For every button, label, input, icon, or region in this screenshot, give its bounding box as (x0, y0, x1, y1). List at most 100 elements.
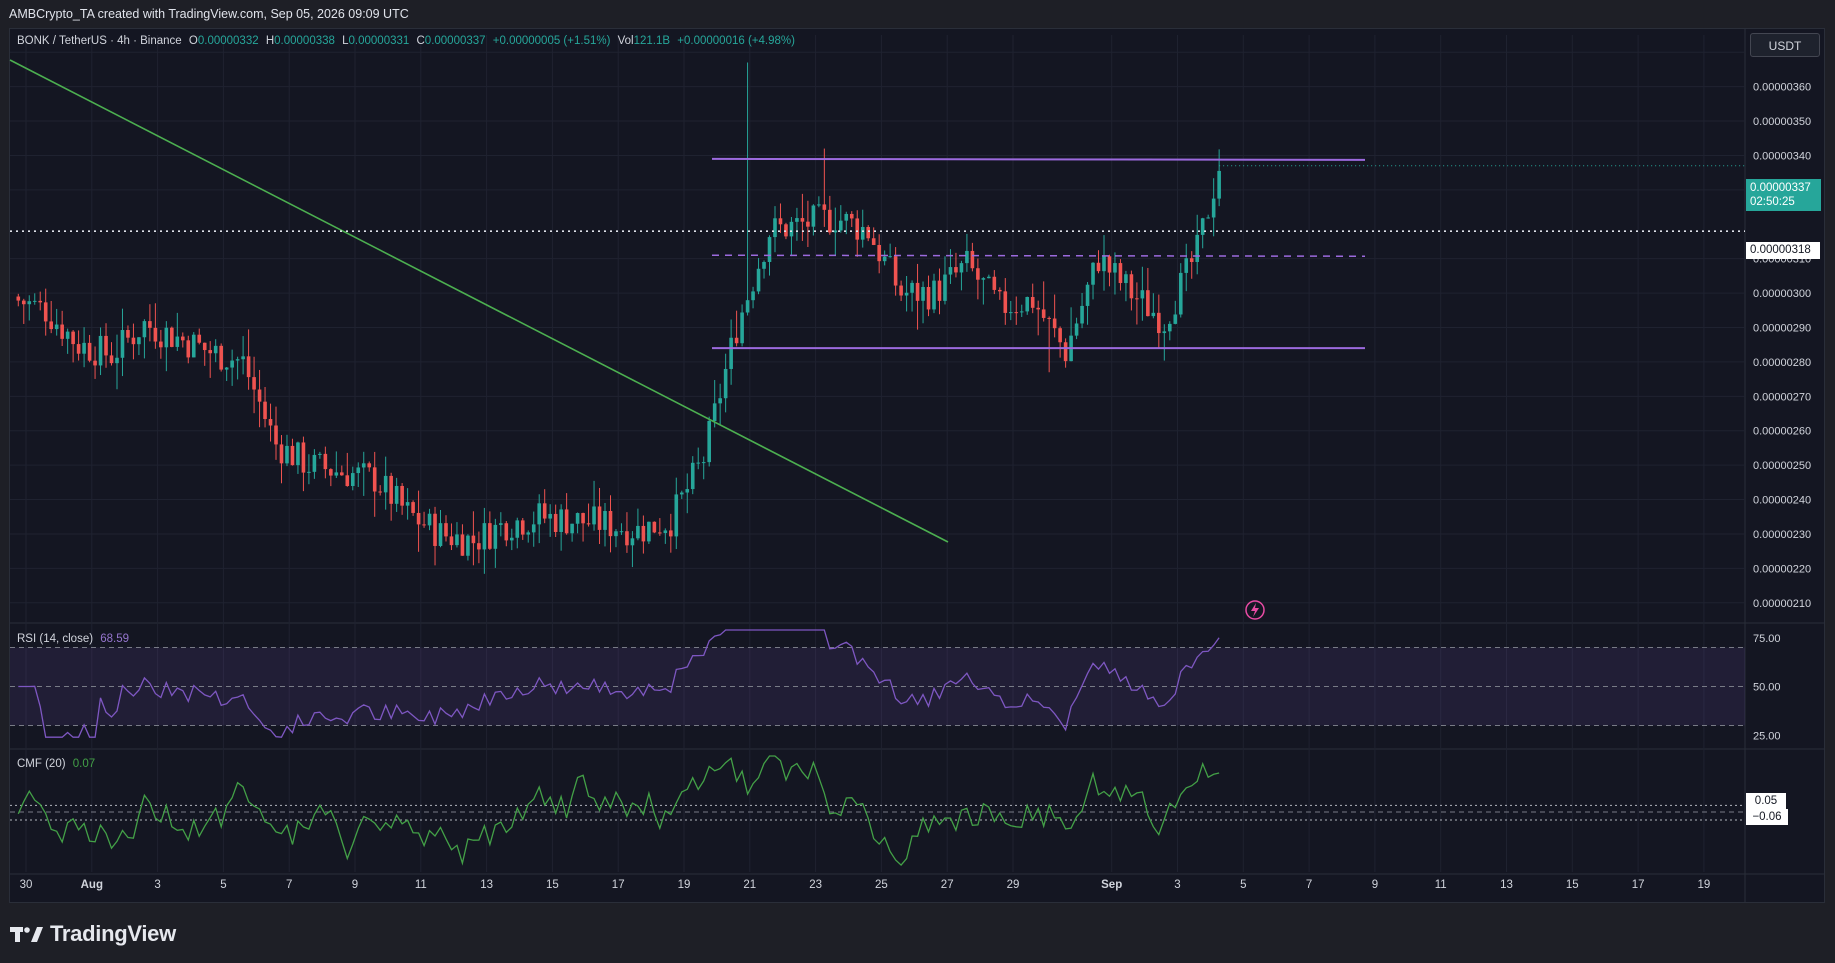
candle-body (828, 209, 832, 233)
candle-body (65, 331, 70, 339)
candle-body (674, 494, 679, 537)
candle-body (186, 340, 191, 358)
candle-body (235, 359, 240, 361)
candle-body (954, 267, 958, 273)
candle-body (1102, 256, 1106, 272)
close-value: 0.00000337 (424, 35, 486, 47)
candle-body (361, 463, 366, 468)
candle-body (1003, 291, 1008, 313)
candle-body (252, 377, 256, 390)
candle-body (520, 520, 525, 535)
candle-body (257, 389, 262, 402)
candle-body (378, 491, 382, 493)
candle-body (1146, 290, 1150, 317)
x-tick-label: 11 (415, 879, 427, 891)
candle-body (499, 523, 503, 525)
candle-body (1200, 218, 1205, 235)
candle-body (405, 502, 410, 506)
high-key: H (265, 35, 275, 47)
candle-body (466, 535, 470, 556)
candle-body (285, 445, 289, 464)
y-tick-label: 0.00000350 (1753, 116, 1811, 128)
change-value: +0.00000005 (+1.51%) (492, 35, 611, 47)
candle-body (860, 226, 865, 240)
open-key: O (188, 35, 198, 47)
volume-change: +0.00000016 (+4.98%) (677, 35, 795, 47)
candle-body (564, 509, 569, 534)
rsi-tick-label: 25.00 (1753, 730, 1781, 742)
candle-body (1135, 298, 1139, 300)
currency-button[interactable]: USDT (1750, 33, 1820, 57)
cmf-legend: CMF (20) 0.07 (17, 758, 95, 770)
x-tick-label: 30 (20, 879, 33, 891)
candle-body (531, 524, 536, 533)
candle-body (1058, 328, 1062, 343)
candle-body (422, 524, 426, 526)
candle-body (932, 280, 936, 310)
candle-body (740, 312, 744, 344)
candle-body (789, 221, 794, 237)
candle-body (1124, 274, 1128, 284)
candle-body (718, 398, 722, 404)
candle-body (767, 237, 772, 262)
candle-body (1157, 312, 1161, 334)
candle-body (926, 287, 931, 310)
candle-body (603, 511, 607, 530)
x-tick-label: 27 (941, 879, 954, 891)
candle-body (756, 268, 761, 292)
candle-body (701, 462, 706, 464)
candle-body (1140, 290, 1145, 299)
candle-body (636, 525, 640, 539)
candle-body (592, 506, 596, 525)
candle-body (773, 218, 777, 238)
candle-body (345, 475, 350, 487)
candle-body (784, 224, 788, 237)
candle-body (32, 300, 37, 302)
candle-body (509, 537, 514, 541)
candle-body (877, 244, 881, 262)
candle-body (208, 350, 213, 354)
candle-body (87, 342, 92, 361)
rsi-tick-label: 75.00 (1753, 633, 1781, 645)
candle-body (98, 335, 103, 366)
candle-body (164, 327, 169, 348)
candle-body (367, 463, 372, 468)
candle-body (712, 403, 717, 421)
candle-body (893, 256, 898, 286)
rsi-line (18, 629, 1220, 738)
candle-body (274, 425, 278, 445)
candle-body (1189, 258, 1194, 263)
tradingview-footer[interactable]: TradingView (10, 921, 176, 947)
candle-body (729, 337, 733, 369)
y-tick-label: 0.00000260 (1753, 426, 1811, 438)
candle-body (1025, 297, 1030, 312)
y-tick-label: 0.00000210 (1753, 598, 1811, 610)
candle-body (219, 345, 223, 370)
candle-body (1173, 314, 1178, 324)
candle-body (318, 453, 322, 455)
candle-body (1151, 312, 1156, 317)
candle-body (515, 520, 520, 538)
x-tick-label: 7 (1306, 879, 1312, 891)
candle-body (1074, 323, 1079, 336)
candle-body (372, 467, 377, 492)
candle-body (301, 442, 306, 473)
last-price-value: 0.00000337 (1750, 182, 1811, 194)
cmf-value: 0.07 (72, 758, 96, 770)
descending-trendline (9, 59, 949, 543)
candle-body (1063, 342, 1068, 362)
candle-body (882, 256, 887, 262)
candle-body (1162, 331, 1167, 334)
candle-body (350, 473, 355, 487)
candle-body (16, 296, 21, 301)
candle-body (762, 261, 766, 269)
x-tick-label: 15 (1566, 879, 1579, 891)
candle-body (38, 300, 43, 303)
candle-body (833, 230, 838, 233)
candle-body (126, 330, 130, 338)
candle-body (669, 530, 673, 537)
candle-body (148, 321, 152, 328)
candle-body (427, 513, 432, 526)
channel-mid-line (711, 254, 1366, 257)
